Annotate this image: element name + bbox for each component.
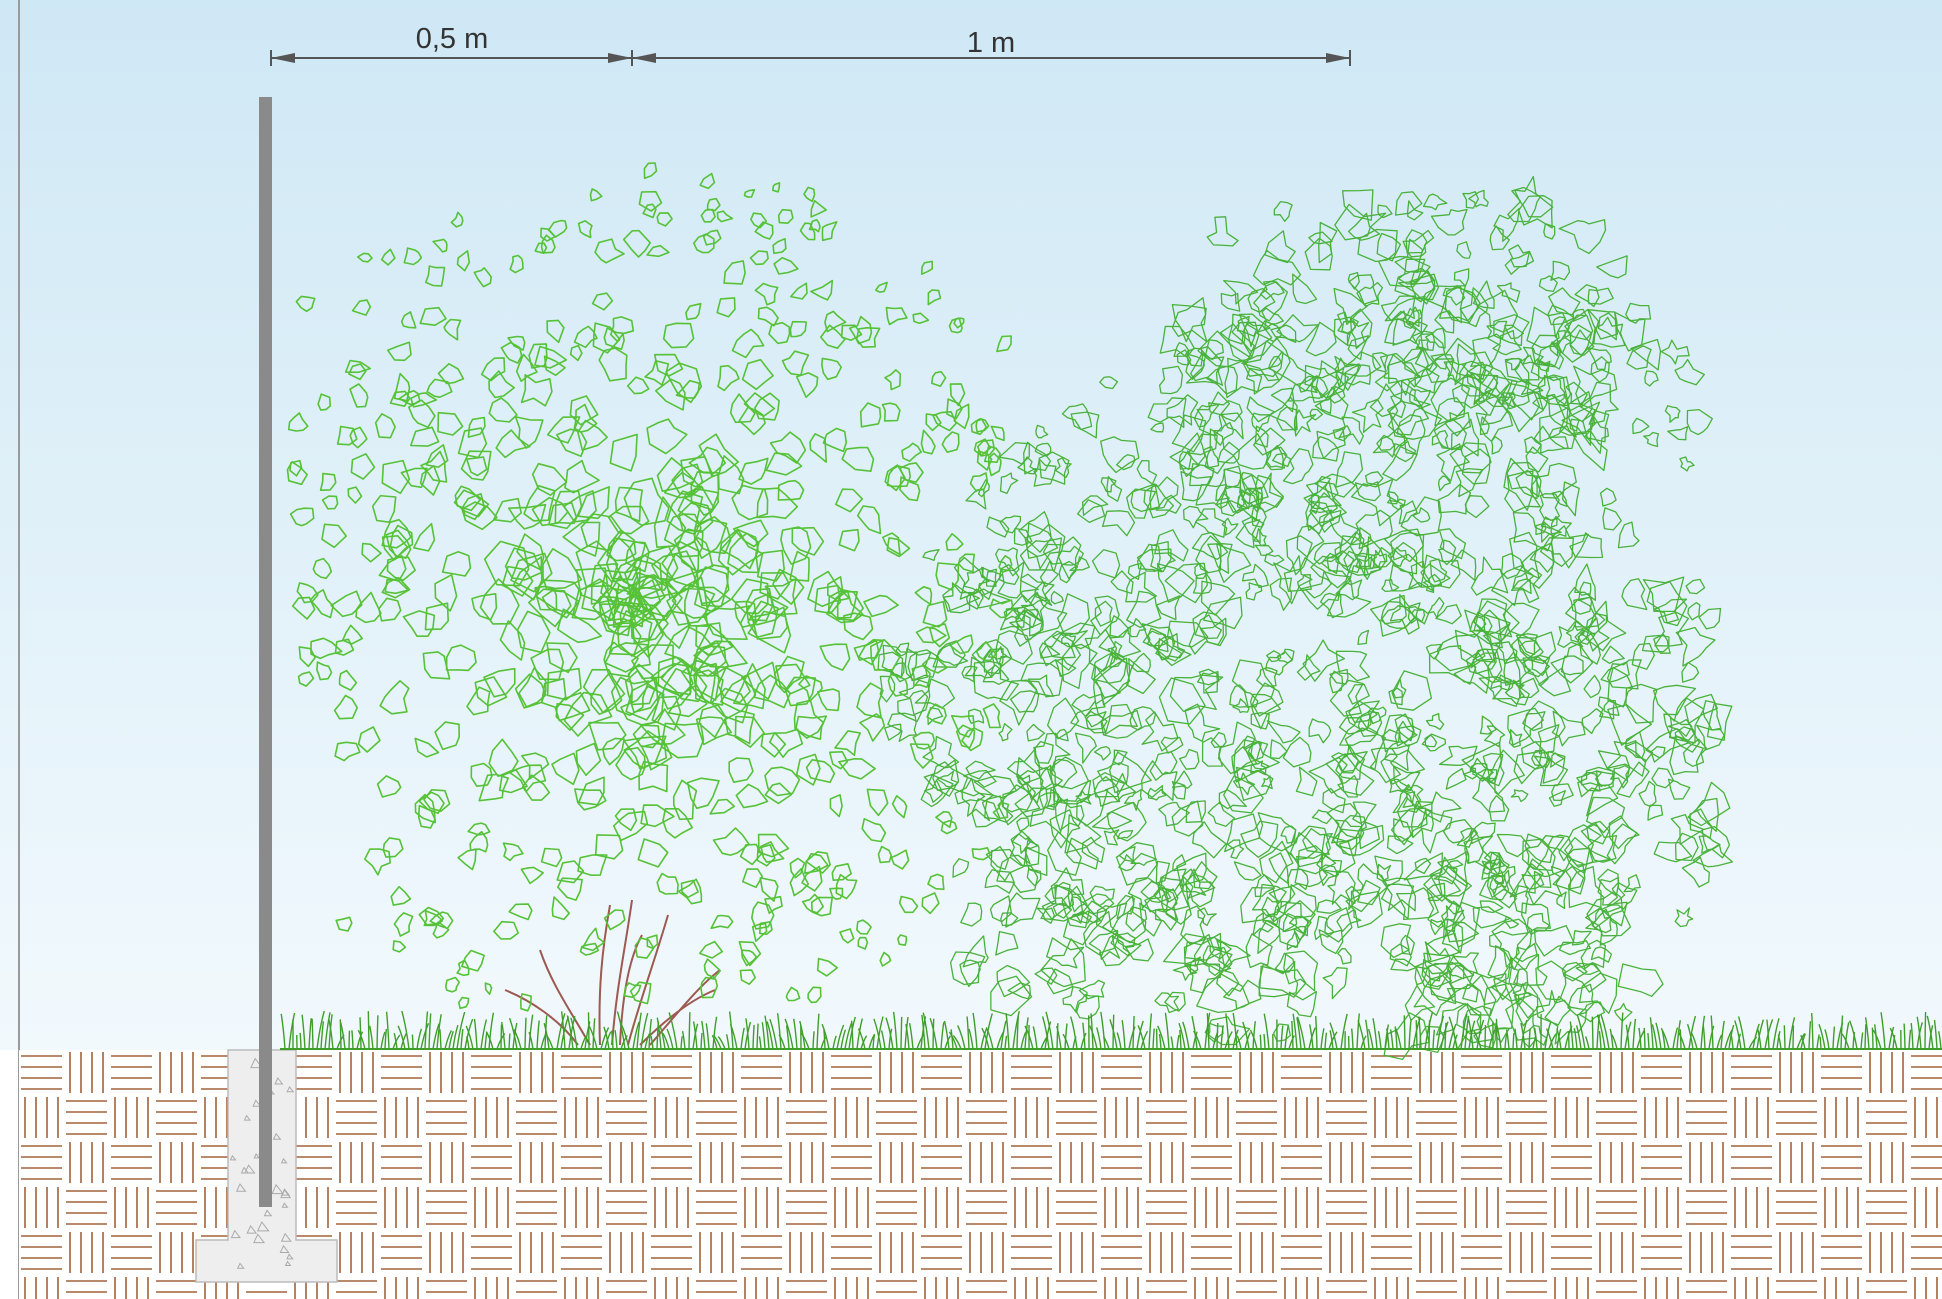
shrub-icon bbox=[286, 162, 1014, 1012]
arrowhead-icon bbox=[1326, 53, 1350, 63]
dimension-label-shrub-to-tree: 1 m bbox=[967, 27, 1015, 59]
dimension-label-post-to-shrub: 0,5 m bbox=[416, 23, 489, 55]
tree-icon bbox=[877, 175, 1734, 1061]
arrowhead-icon bbox=[271, 53, 295, 63]
soil-section bbox=[19, 1050, 1942, 1299]
arrowhead-icon bbox=[632, 53, 656, 63]
fence-post-icon bbox=[259, 97, 272, 1207]
grass-strip bbox=[280, 1010, 1942, 1050]
sky-background bbox=[0, 0, 1942, 1050]
arrowhead-icon bbox=[608, 53, 632, 63]
dimension-line: 0,5 m 1 m bbox=[270, 23, 1351, 66]
